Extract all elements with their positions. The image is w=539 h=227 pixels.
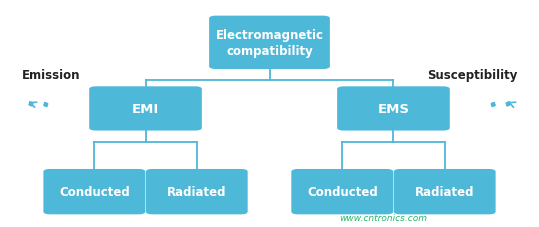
Text: Conducted: Conducted xyxy=(307,185,378,198)
Text: EMS: EMS xyxy=(377,102,410,116)
Text: Radiated: Radiated xyxy=(415,185,474,198)
FancyBboxPatch shape xyxy=(43,169,145,214)
Text: www.cntronics.com: www.cntronics.com xyxy=(340,214,427,222)
Text: Emission: Emission xyxy=(22,68,80,81)
Text: Conducted: Conducted xyxy=(59,185,130,198)
FancyBboxPatch shape xyxy=(146,169,247,214)
FancyBboxPatch shape xyxy=(291,169,393,214)
FancyBboxPatch shape xyxy=(89,87,202,131)
FancyBboxPatch shape xyxy=(393,169,496,214)
Text: Susceptibility: Susceptibility xyxy=(427,68,517,81)
FancyBboxPatch shape xyxy=(337,87,450,131)
FancyBboxPatch shape xyxy=(209,17,330,70)
Text: EMI: EMI xyxy=(132,102,159,116)
Text: Radiated: Radiated xyxy=(167,185,226,198)
Text: Electromagnetic
compatibility: Electromagnetic compatibility xyxy=(216,29,323,58)
